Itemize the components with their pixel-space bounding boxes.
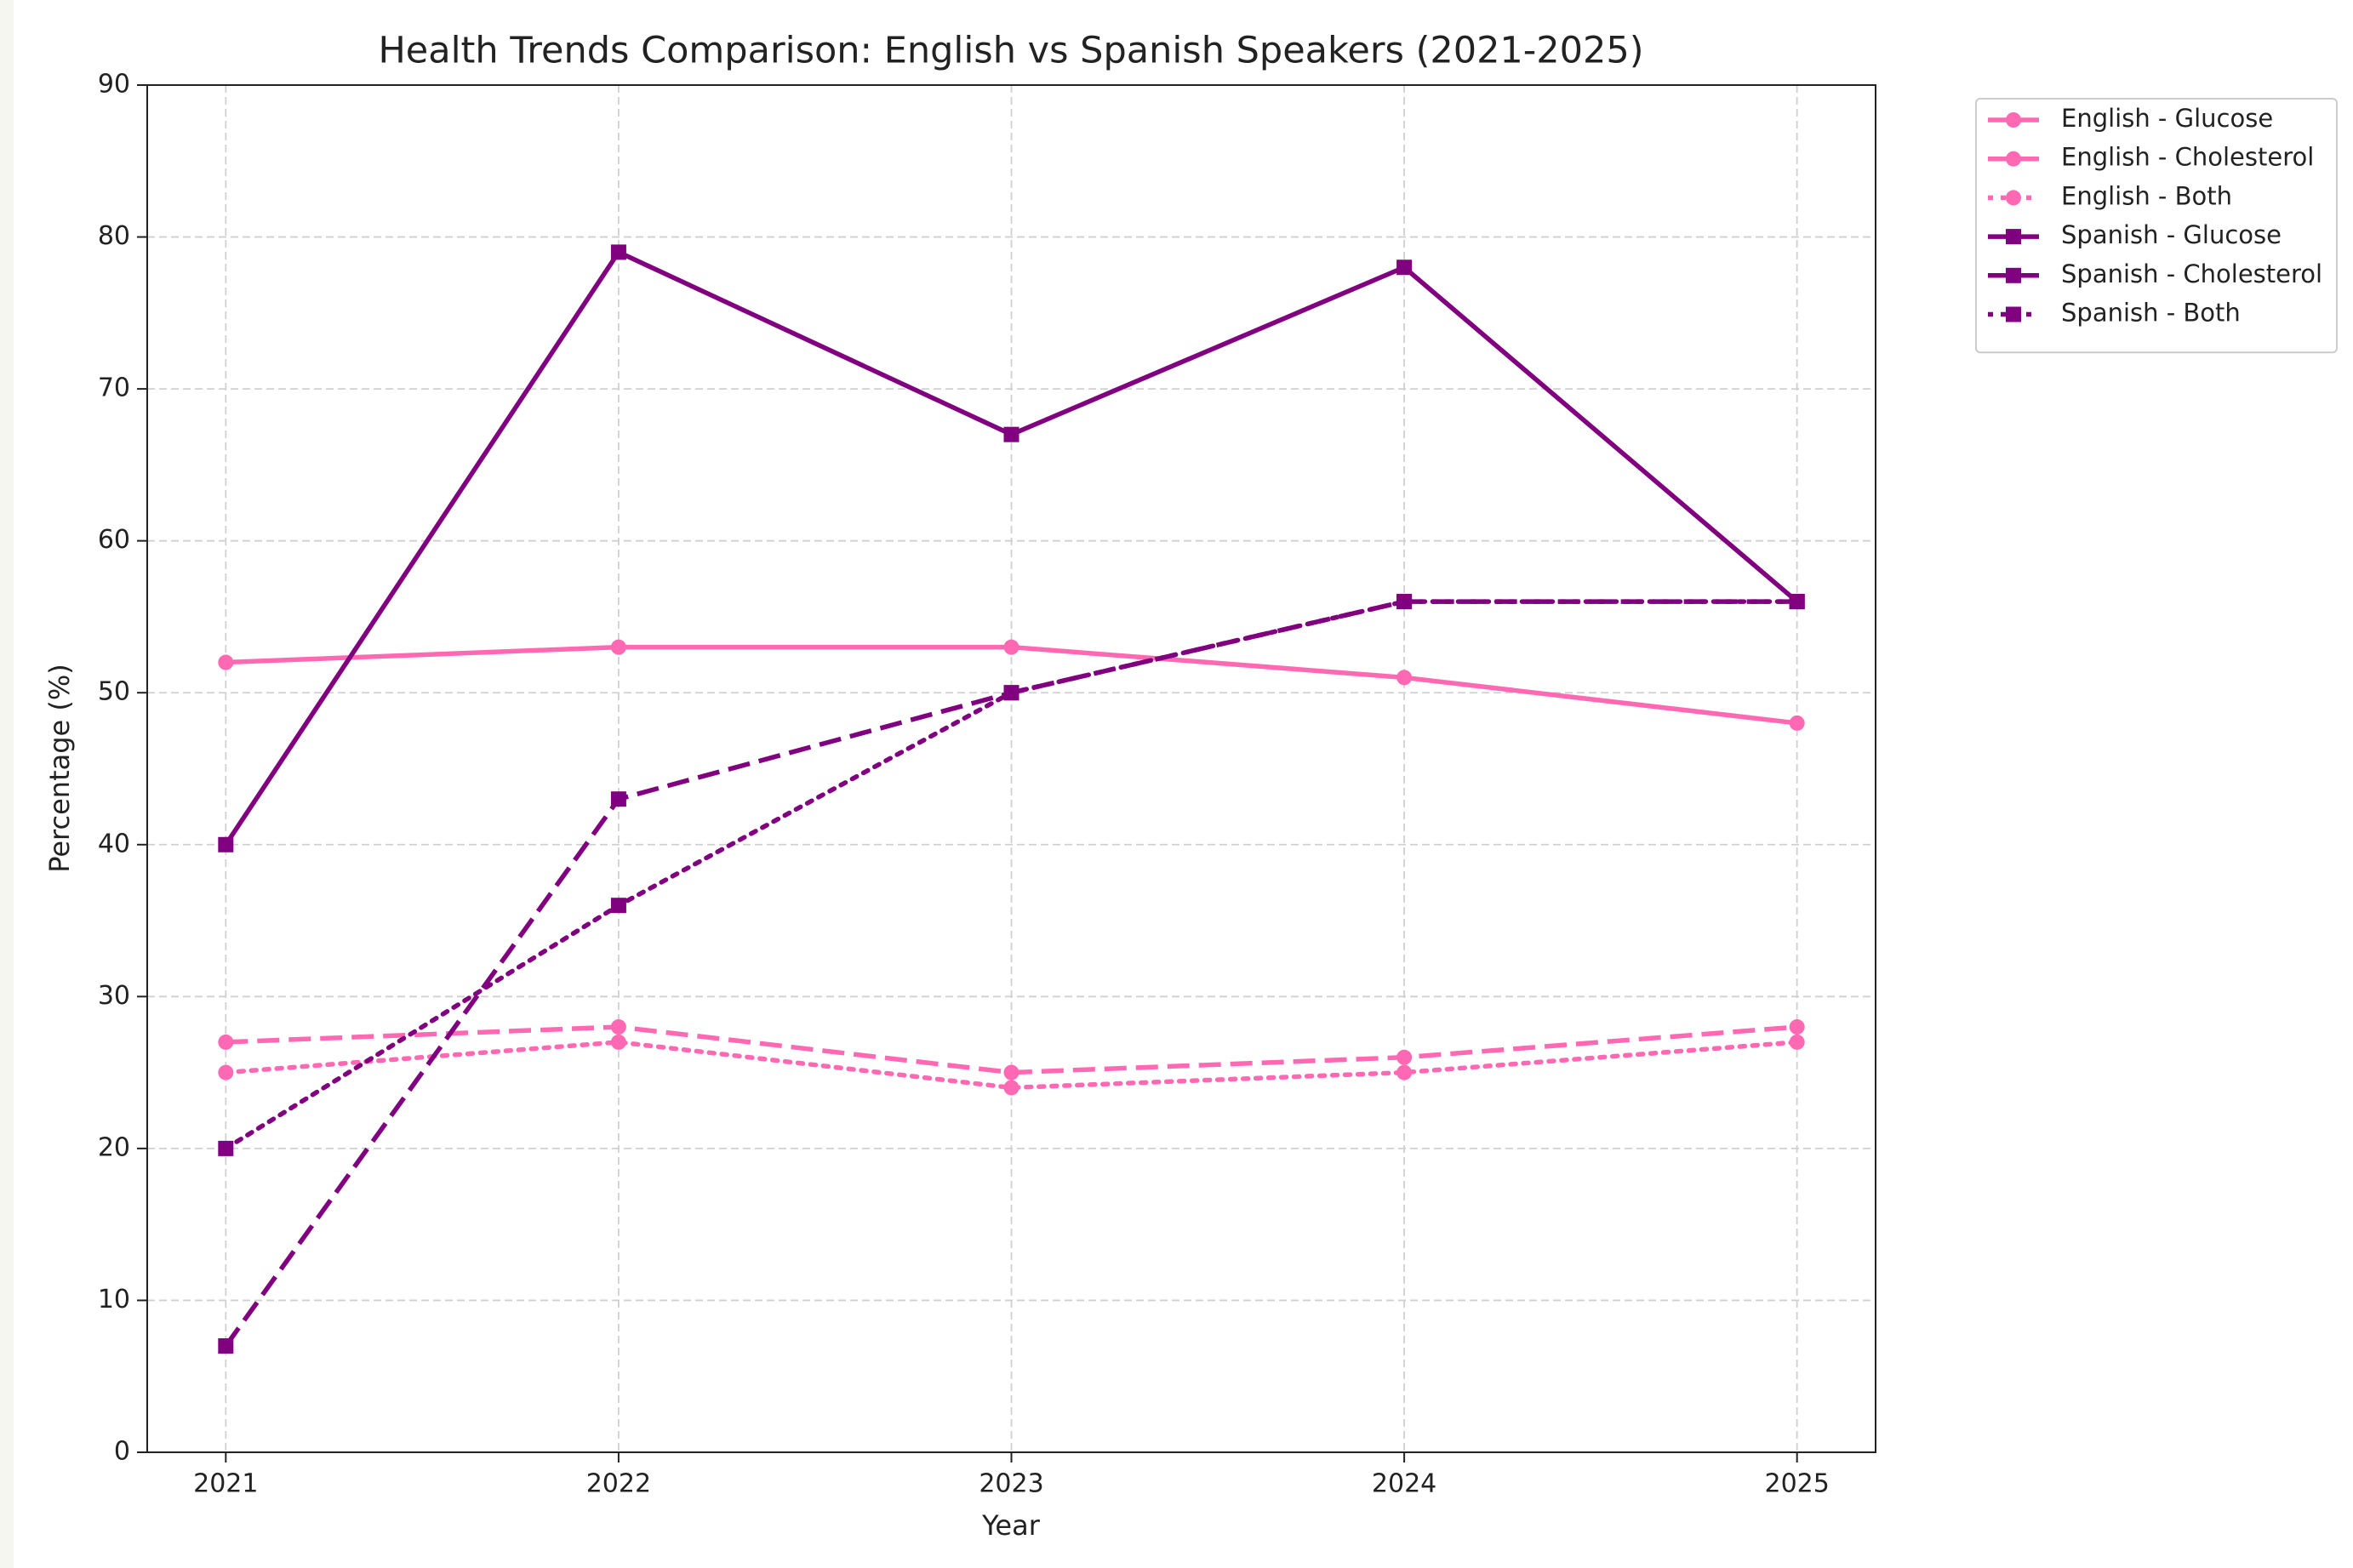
- marker: [218, 654, 234, 670]
- legend-label: English - Cholesterol: [2061, 143, 2314, 172]
- y-tick-label: 0: [114, 1437, 130, 1467]
- marker: [610, 244, 626, 260]
- marker: [2006, 190, 2021, 206]
- legend-label: Spanish - Cholesterol: [2061, 259, 2322, 288]
- marker: [218, 1140, 234, 1156]
- y-tick-label: 10: [98, 1285, 130, 1314]
- marker: [218, 1338, 234, 1354]
- marker: [1789, 594, 1805, 610]
- x-tick-label: 2024: [1372, 1469, 1436, 1499]
- marker: [1396, 670, 1413, 686]
- marker: [2006, 151, 2021, 167]
- legend-label: Spanish - Both: [2061, 299, 2241, 328]
- y-tick-label: 60: [98, 525, 130, 555]
- y-tick-label: 20: [98, 1132, 130, 1162]
- marker: [1789, 715, 1805, 731]
- marker: [610, 1019, 626, 1035]
- marker: [1396, 594, 1413, 610]
- y-tick-label: 90: [98, 70, 130, 100]
- legend-box: [1975, 98, 2338, 354]
- y-tick-label: 80: [98, 221, 130, 251]
- legend: English - Glucose English - Cholesterol En…: [1975, 98, 2338, 354]
- marker: [2006, 267, 2021, 283]
- marker: [2006, 306, 2021, 322]
- left-border: [0, 0, 14, 1568]
- marker: [1003, 1064, 1019, 1080]
- x-tick-label: 2025: [1765, 1469, 1830, 1499]
- marker: [610, 791, 626, 807]
- marker: [1789, 1019, 1805, 1035]
- marker: [218, 1064, 234, 1080]
- marker: [610, 898, 626, 914]
- y-tick-label: 70: [98, 373, 130, 403]
- marker: [1396, 1064, 1413, 1080]
- marker: [1396, 1049, 1413, 1065]
- legend-label: Spanish - Glucose: [2061, 220, 2282, 249]
- marker: [2006, 112, 2021, 128]
- y-axis-label: Percentage (%): [43, 664, 76, 873]
- plot-frame: [146, 84, 1876, 1453]
- marker: [1003, 685, 1019, 701]
- x-tick-label: 2021: [193, 1469, 258, 1499]
- y-tick-label: 50: [98, 677, 130, 707]
- y-tick-label: 40: [98, 829, 130, 858]
- marker: [1003, 639, 1019, 655]
- y-tick-label: 30: [98, 981, 130, 1011]
- marker: [1396, 259, 1413, 276]
- marker: [1003, 1080, 1019, 1096]
- x-axis-label: Year: [981, 1509, 1041, 1542]
- marker: [610, 639, 626, 655]
- marker: [218, 1034, 234, 1050]
- x-tick-label: 2022: [586, 1469, 651, 1499]
- legend-label: English - Glucose: [2061, 104, 2273, 133]
- marker: [1789, 1034, 1805, 1050]
- legend-label: English - Both: [2061, 181, 2232, 210]
- marker: [218, 836, 234, 852]
- chart-title: Health Trends Comparison: English vs Spa…: [378, 30, 1643, 72]
- marker: [610, 1034, 626, 1050]
- marker: [2006, 229, 2021, 245]
- x-tick-label: 2023: [979, 1469, 1043, 1499]
- marker: [1003, 426, 1019, 442]
